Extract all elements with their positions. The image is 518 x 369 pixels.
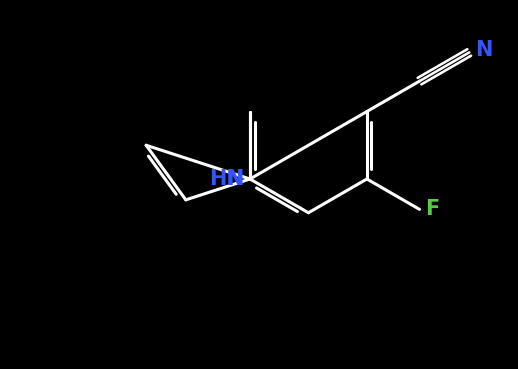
Text: N: N (475, 40, 493, 60)
Text: HN: HN (209, 169, 244, 189)
Text: F: F (425, 199, 440, 220)
Text: N: N (226, 169, 244, 189)
